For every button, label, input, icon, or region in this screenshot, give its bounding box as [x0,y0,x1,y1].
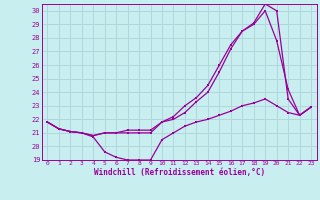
X-axis label: Windchill (Refroidissement éolien,°C): Windchill (Refroidissement éolien,°C) [94,168,265,177]
